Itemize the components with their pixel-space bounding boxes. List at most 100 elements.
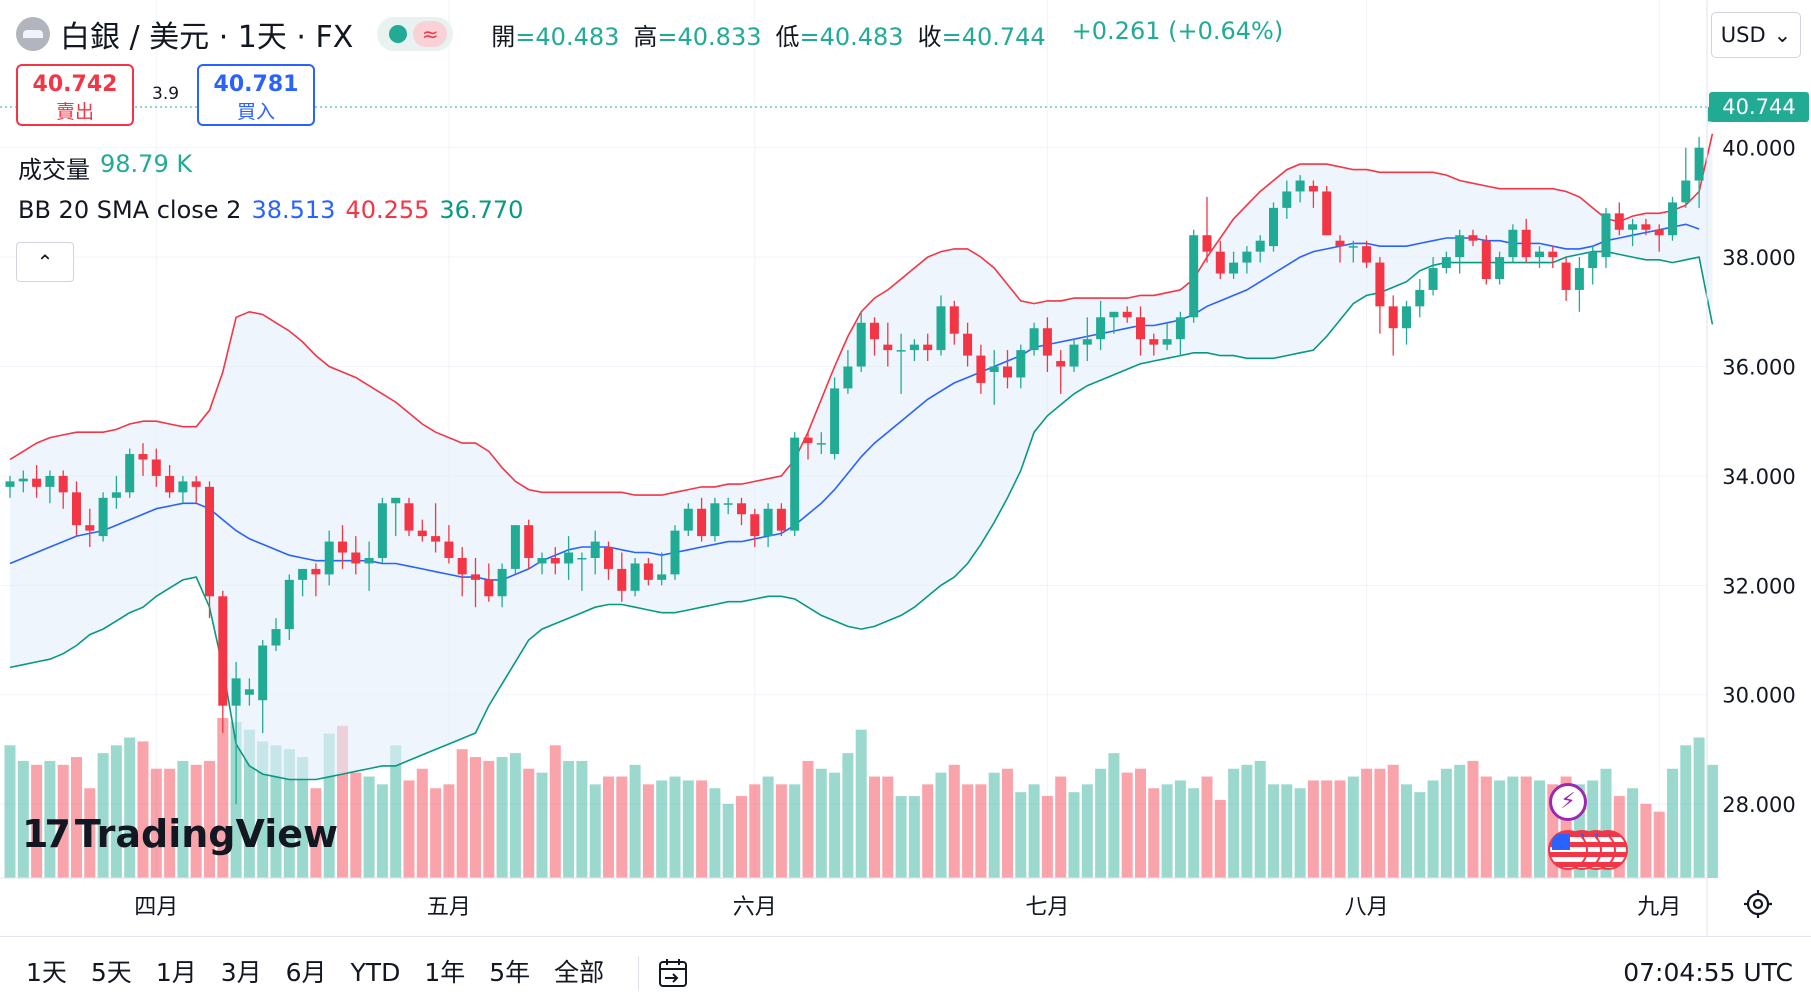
candle-body <box>604 547 613 569</box>
utc-clock[interactable]: 07:04:55 UTC <box>1623 958 1793 987</box>
range-6m-button[interactable]: 6月 <box>285 957 327 987</box>
volume-bar <box>656 780 668 878</box>
candle-body <box>1694 147 1704 181</box>
calendar-goto-icon[interactable] <box>638 955 691 990</box>
candle-body <box>976 355 986 383</box>
range-5y-button[interactable]: 5年 <box>489 957 531 987</box>
candle-body <box>444 541 454 558</box>
volume-bar <box>1640 803 1652 878</box>
candle-body <box>32 478 42 487</box>
volume-bar <box>1321 780 1333 878</box>
range-1m-button[interactable]: 1月 <box>155 957 197 987</box>
candle-body <box>1229 262 1239 274</box>
candle-body <box>723 503 733 505</box>
candle-body <box>191 481 201 487</box>
volume-bar <box>629 764 641 878</box>
candle-body <box>923 344 933 351</box>
candle-body <box>843 366 853 389</box>
candle-body <box>338 541 347 553</box>
candle-body <box>830 388 840 455</box>
silver-coin-icon <box>16 17 50 51</box>
market-open-dot-icon <box>389 25 408 43</box>
lightning-icon[interactable]: ⚡ <box>1549 783 1587 821</box>
volume-bar <box>1667 768 1678 878</box>
bollinger-label: BB 20 SMA close 2 <box>18 196 242 224</box>
chart-canvas[interactable]: 40.000 38.000 36.000 34.000 32.000 30.000 28.0… <box>0 0 1811 936</box>
volume-bar <box>563 760 575 878</box>
candle-body <box>244 689 254 695</box>
candle-body <box>1029 328 1039 351</box>
volume-bar <box>1374 768 1386 878</box>
economic-events-flags[interactable] <box>1548 830 1628 874</box>
tradingview-logo[interactable]: 17 TradingView <box>22 812 338 856</box>
price-change: +0.261 (+0.64%) <box>1071 16 1284 45</box>
volume-bar <box>57 764 69 878</box>
volume-bar <box>855 729 867 878</box>
volume-bar <box>190 764 202 878</box>
volume-bar <box>842 753 854 878</box>
range-all-button[interactable]: 全部 <box>554 957 605 987</box>
volume-bar <box>4 745 16 878</box>
candle-body <box>870 322 879 340</box>
volume-bar <box>1241 764 1253 878</box>
volume-bar <box>762 776 774 878</box>
volume-bar <box>1706 764 1718 878</box>
candle-body <box>1402 306 1411 329</box>
volume-bar <box>1387 764 1399 878</box>
volume-bar <box>270 745 282 878</box>
volume-bar <box>44 760 56 878</box>
candle-body <box>298 568 308 580</box>
price-tick-label: 40.000 <box>1722 137 1795 161</box>
volume-bar <box>1055 776 1067 878</box>
candle-body <box>1388 306 1398 329</box>
candle-body <box>1681 180 1691 203</box>
candle-body <box>1481 240 1491 279</box>
market-status-pill[interactable]: ≈ <box>377 17 454 51</box>
volume-bar <box>1307 780 1319 878</box>
candle-body <box>710 503 720 537</box>
candle-body <box>1588 251 1598 269</box>
volume-bar <box>1135 768 1146 878</box>
candle-body <box>1561 262 1571 290</box>
candle-body <box>1348 246 1358 248</box>
volume-bar <box>1534 780 1545 878</box>
candle-body <box>643 563 653 580</box>
candle-body <box>1468 235 1478 241</box>
range-5d-button[interactable]: 5天 <box>90 957 132 987</box>
candle-body <box>497 568 507 597</box>
buy-button[interactable]: 40.781 買入 <box>197 64 315 126</box>
volume-bar <box>323 733 335 878</box>
buy-price: 40.781 <box>213 72 299 97</box>
volume-bar <box>1041 796 1053 878</box>
price-tick-label: 32.000 <box>1722 574 1795 598</box>
bollinger-legend[interactable]: BB 20 SMA close 2 38.513 40.255 36.770 <box>18 196 523 224</box>
candle-body <box>737 503 746 515</box>
range-3m-button[interactable]: 3月 <box>220 957 262 987</box>
candle-body <box>98 497 108 537</box>
candle-body <box>1308 185 1318 192</box>
currency-select[interactable]: USD ⌄ <box>1711 12 1801 58</box>
symbol-title[interactable]: 白銀 / 美元 · 1天 · FX <box>60 20 354 55</box>
candle-body <box>1056 361 1066 367</box>
range-ytd-button[interactable]: YTD <box>350 957 401 987</box>
candle-body <box>377 503 387 558</box>
sell-button[interactable]: 40.742 賣出 <box>16 64 134 126</box>
candle-body <box>1415 289 1425 307</box>
volume-bar <box>1494 780 1506 878</box>
volume-bar <box>802 760 814 878</box>
volume-bar <box>882 776 894 878</box>
volume-bar <box>1161 784 1173 878</box>
range-1y-button[interactable]: 1年 <box>424 957 466 987</box>
volume-bar <box>1467 760 1479 878</box>
volume-legend[interactable]: 成交量 98.79 K <box>18 150 192 185</box>
candle-body <box>1574 268 1584 290</box>
candle-body <box>1441 257 1451 269</box>
time-tick-label: 四月 <box>134 895 178 920</box>
candle-body <box>138 454 148 460</box>
collapse-legend-button[interactable]: ⌃ <box>16 242 74 282</box>
candle-body <box>1375 262 1385 307</box>
range-1d-button[interactable]: 1天 <box>26 957 67 987</box>
volume-bar <box>1454 764 1466 878</box>
volume-bars <box>4 718 1718 878</box>
gear-icon[interactable] <box>1742 888 1774 920</box>
